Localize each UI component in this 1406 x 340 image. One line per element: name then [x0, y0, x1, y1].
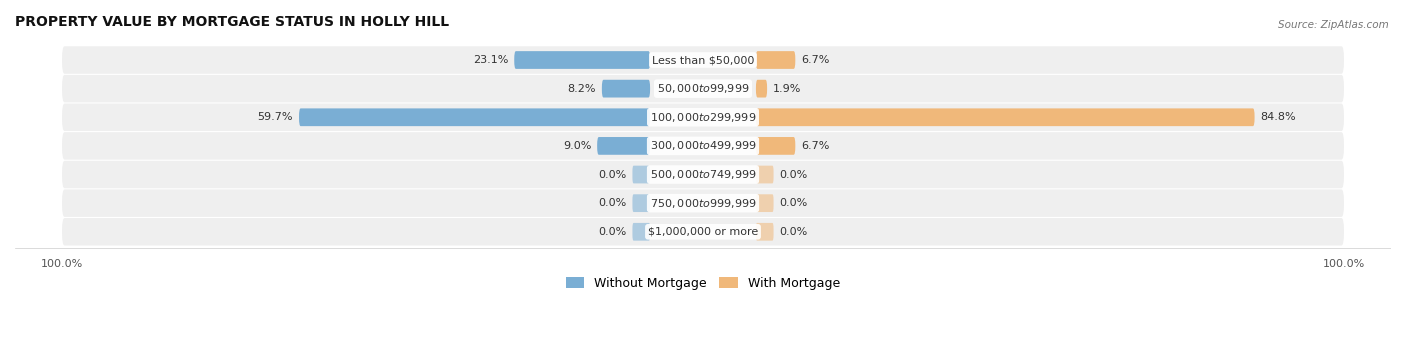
FancyBboxPatch shape: [756, 137, 796, 155]
Text: 6.7%: 6.7%: [801, 141, 830, 151]
FancyBboxPatch shape: [598, 137, 650, 155]
FancyBboxPatch shape: [62, 46, 1344, 74]
FancyBboxPatch shape: [756, 223, 773, 241]
Text: 59.7%: 59.7%: [257, 112, 292, 122]
FancyBboxPatch shape: [62, 132, 1344, 160]
FancyBboxPatch shape: [62, 161, 1344, 188]
FancyBboxPatch shape: [299, 108, 650, 126]
FancyBboxPatch shape: [756, 194, 773, 212]
FancyBboxPatch shape: [633, 166, 650, 183]
Text: $750,000 to $999,999: $750,000 to $999,999: [650, 197, 756, 210]
Text: 6.7%: 6.7%: [801, 55, 830, 65]
FancyBboxPatch shape: [633, 223, 650, 241]
Legend: Without Mortgage, With Mortgage: Without Mortgage, With Mortgage: [561, 272, 845, 294]
Text: PROPERTY VALUE BY MORTGAGE STATUS IN HOLLY HILL: PROPERTY VALUE BY MORTGAGE STATUS IN HOL…: [15, 15, 449, 29]
Text: 8.2%: 8.2%: [568, 84, 596, 94]
FancyBboxPatch shape: [633, 194, 650, 212]
Text: 9.0%: 9.0%: [562, 141, 592, 151]
Text: 0.0%: 0.0%: [779, 170, 807, 180]
Text: $50,000 to $99,999: $50,000 to $99,999: [657, 82, 749, 95]
Text: Less than $50,000: Less than $50,000: [652, 55, 754, 65]
Text: 0.0%: 0.0%: [779, 198, 807, 208]
Text: 1.9%: 1.9%: [773, 84, 801, 94]
FancyBboxPatch shape: [756, 166, 773, 183]
Text: $100,000 to $299,999: $100,000 to $299,999: [650, 111, 756, 124]
Text: 0.0%: 0.0%: [599, 227, 627, 237]
Text: $1,000,000 or more: $1,000,000 or more: [648, 227, 758, 237]
Text: $300,000 to $499,999: $300,000 to $499,999: [650, 139, 756, 152]
FancyBboxPatch shape: [515, 51, 650, 69]
FancyBboxPatch shape: [756, 108, 1254, 126]
FancyBboxPatch shape: [62, 103, 1344, 131]
FancyBboxPatch shape: [62, 218, 1344, 245]
Text: 0.0%: 0.0%: [599, 170, 627, 180]
Text: 0.0%: 0.0%: [599, 198, 627, 208]
Text: 0.0%: 0.0%: [779, 227, 807, 237]
Text: 84.8%: 84.8%: [1260, 112, 1296, 122]
FancyBboxPatch shape: [62, 75, 1344, 102]
FancyBboxPatch shape: [756, 51, 796, 69]
Text: 23.1%: 23.1%: [472, 55, 509, 65]
FancyBboxPatch shape: [756, 80, 768, 98]
FancyBboxPatch shape: [602, 80, 650, 98]
FancyBboxPatch shape: [62, 189, 1344, 217]
Text: $500,000 to $749,999: $500,000 to $749,999: [650, 168, 756, 181]
Text: Source: ZipAtlas.com: Source: ZipAtlas.com: [1278, 20, 1389, 30]
